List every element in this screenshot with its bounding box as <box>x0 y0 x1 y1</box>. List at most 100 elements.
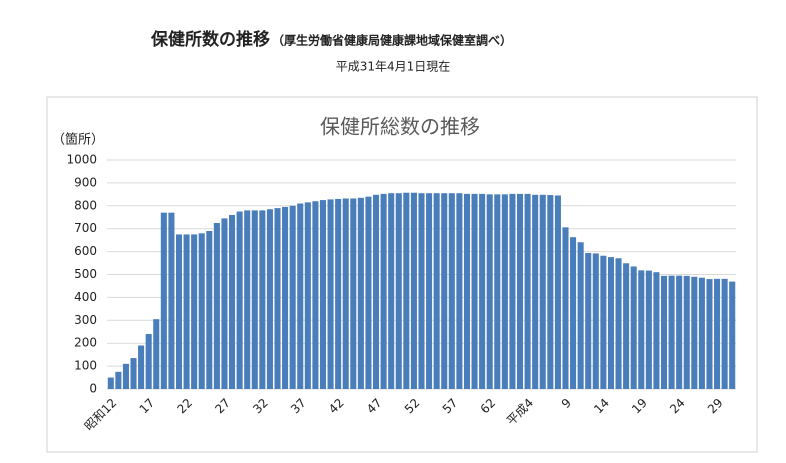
bar <box>501 194 508 389</box>
bar <box>486 194 493 389</box>
bar <box>289 205 296 389</box>
x-tick-label: 27 <box>212 396 233 417</box>
bar <box>304 202 311 389</box>
bar <box>653 272 660 389</box>
y-tick-label: 600 <box>74 244 97 258</box>
bar <box>615 258 622 389</box>
y-tick-label: 100 <box>74 359 97 373</box>
bar <box>698 277 705 389</box>
page-title: 保健所数の推移 <box>150 29 270 50</box>
bar <box>585 252 592 389</box>
y-tick-label: 1000 <box>66 153 97 167</box>
bar <box>282 206 289 389</box>
bar <box>107 377 114 389</box>
bar <box>206 230 213 389</box>
x-tick-label: 昭和12 <box>82 396 120 434</box>
bar <box>494 194 501 389</box>
bar <box>319 200 327 389</box>
bar <box>660 275 668 389</box>
bar <box>297 203 304 389</box>
x-tick-label: 24 <box>667 396 688 417</box>
bar <box>463 193 471 389</box>
y-tick-label: 900 <box>74 175 97 189</box>
bar <box>274 208 281 389</box>
bar <box>198 233 205 389</box>
bar <box>509 193 516 389</box>
bar <box>524 193 531 389</box>
bar <box>153 319 160 389</box>
y-tick-label: 700 <box>74 221 97 235</box>
bar <box>395 193 402 389</box>
bar <box>562 227 569 389</box>
bar <box>183 234 190 389</box>
x-tick-label: 14 <box>591 396 612 417</box>
bar <box>729 281 736 389</box>
bar <box>357 197 364 389</box>
bar <box>160 212 167 389</box>
bar <box>607 257 614 389</box>
bar <box>221 218 228 389</box>
y-tick-label: 300 <box>74 313 97 327</box>
x-tick-label: 17 <box>137 396 158 417</box>
bar <box>259 210 266 389</box>
bar <box>577 242 584 389</box>
bar <box>168 212 175 389</box>
bar <box>335 198 342 389</box>
x-tick-label: 平成4 <box>504 396 536 428</box>
x-tick-label: 42 <box>326 396 347 417</box>
y-tick-label: 0 <box>89 382 97 396</box>
y-tick-label: 500 <box>74 267 97 281</box>
bar <box>479 193 486 389</box>
bar <box>244 210 251 389</box>
bar <box>266 209 273 389</box>
bar <box>327 199 334 389</box>
x-tick-label: 52 <box>402 396 423 417</box>
bar <box>115 371 122 389</box>
x-tick-label: 37 <box>288 396 309 417</box>
x-tick-label: 47 <box>364 396 385 417</box>
bar <box>630 266 637 389</box>
bar <box>471 193 478 389</box>
bar <box>365 196 372 389</box>
page-subtitle: 平成31年4月1日現在 <box>336 60 451 74</box>
bar <box>342 198 349 389</box>
bar <box>592 253 599 389</box>
bar <box>213 222 220 389</box>
x-tick-label: 62 <box>478 396 499 417</box>
bar <box>251 210 258 389</box>
bar <box>638 270 645 389</box>
y-tick-label: 400 <box>74 290 97 304</box>
bar <box>683 275 690 389</box>
x-tick-label: 29 <box>705 396 726 417</box>
bar <box>372 194 380 389</box>
x-tick-label: 57 <box>440 396 461 417</box>
bar <box>448 193 455 389</box>
bar <box>691 276 698 389</box>
chart-title: 保健所総数の推移 <box>320 115 480 139</box>
bar <box>570 237 577 389</box>
bar <box>138 345 145 389</box>
x-tick-label: 19 <box>629 396 650 417</box>
bar <box>600 255 607 389</box>
x-tick-label: 22 <box>174 396 195 417</box>
bar <box>191 234 198 389</box>
y-tick-label: 800 <box>74 198 97 212</box>
bar <box>645 270 652 389</box>
bar <box>312 201 319 389</box>
bar <box>388 193 395 389</box>
y-axis-label: （箇所） <box>52 132 104 148</box>
bar <box>380 193 387 389</box>
bar <box>547 195 554 389</box>
x-tick-label: 32 <box>250 396 271 417</box>
bar <box>350 198 357 389</box>
bar <box>516 193 524 389</box>
bar <box>623 263 630 389</box>
bar <box>145 334 152 389</box>
bar <box>539 194 546 389</box>
page-note: （厚生労働省健康局健康課地域保健室調べ） <box>272 33 512 48</box>
bar <box>706 279 713 389</box>
bar <box>418 193 425 389</box>
bar <box>554 195 561 389</box>
bar <box>403 192 410 389</box>
